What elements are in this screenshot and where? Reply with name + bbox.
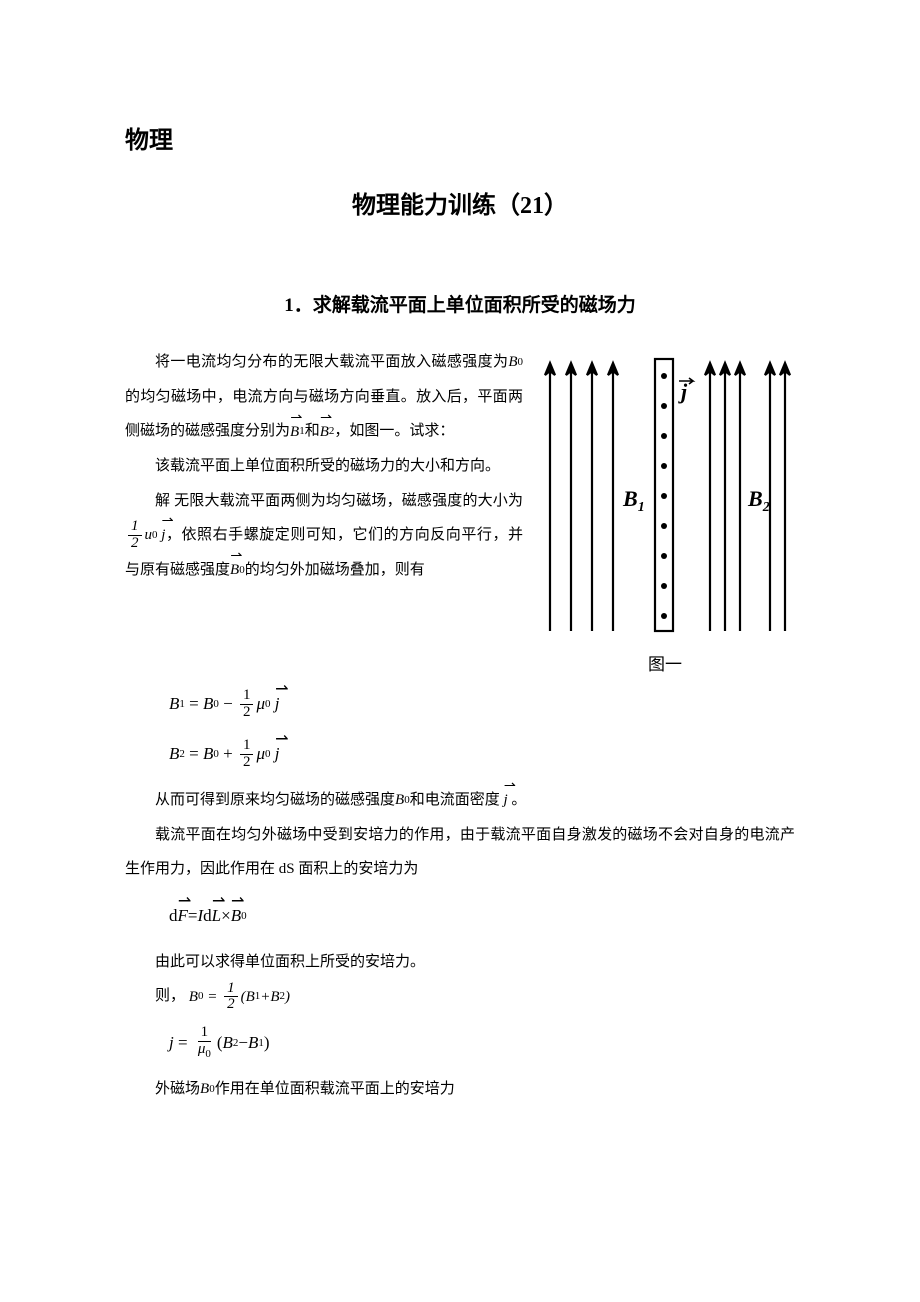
equation-dF: dF = IdL × B0 bbox=[169, 895, 795, 937]
figure-caption: 图一 bbox=[535, 650, 795, 675]
paragraph-then: 则， B0 = 12 (B1 + B2) bbox=[125, 979, 795, 1014]
paragraph-ampere: 载流平面在均匀外磁场中受到安培力的作用，由于载流平面自身激发的磁场不会对自身的电… bbox=[125, 818, 795, 887]
figure-svg: B1 B2 j bbox=[535, 351, 795, 641]
equation-B1: B1 = B0 − 12 μ0 j bbox=[169, 683, 795, 725]
equation-j: j = 1 μ0 (B2 − B1) bbox=[169, 1022, 795, 1064]
section-title: 1．求解载流平面上单位面积所受的磁场力 bbox=[125, 290, 795, 317]
paragraph-final: 外磁场B0作用在单位面积载流平面上的安培力 bbox=[125, 1072, 795, 1107]
equation-B2: B2 = B0 + 12 μ0 j bbox=[169, 733, 795, 775]
svg-text:j: j bbox=[678, 379, 688, 404]
content-area: B1 B2 j 图一 将一电流均匀分布的无限大载流平面放入磁感强度为B0的均匀磁… bbox=[125, 345, 795, 1107]
svg-text:B1: B1 bbox=[622, 486, 645, 515]
paragraph-unit-area: 由此可以求得单位面积上所受的安培力。 bbox=[125, 945, 795, 980]
svg-text:B2: B2 bbox=[747, 486, 770, 515]
document-title: 物理能力训练（21） bbox=[125, 185, 795, 220]
figure-one: B1 B2 j 图一 bbox=[535, 351, 795, 675]
subject-label: 物理 bbox=[125, 120, 795, 155]
paragraph-derive: 从而可得到原来均匀磁场的磁感强度B0和电流面密度 j 。 bbox=[125, 783, 795, 818]
